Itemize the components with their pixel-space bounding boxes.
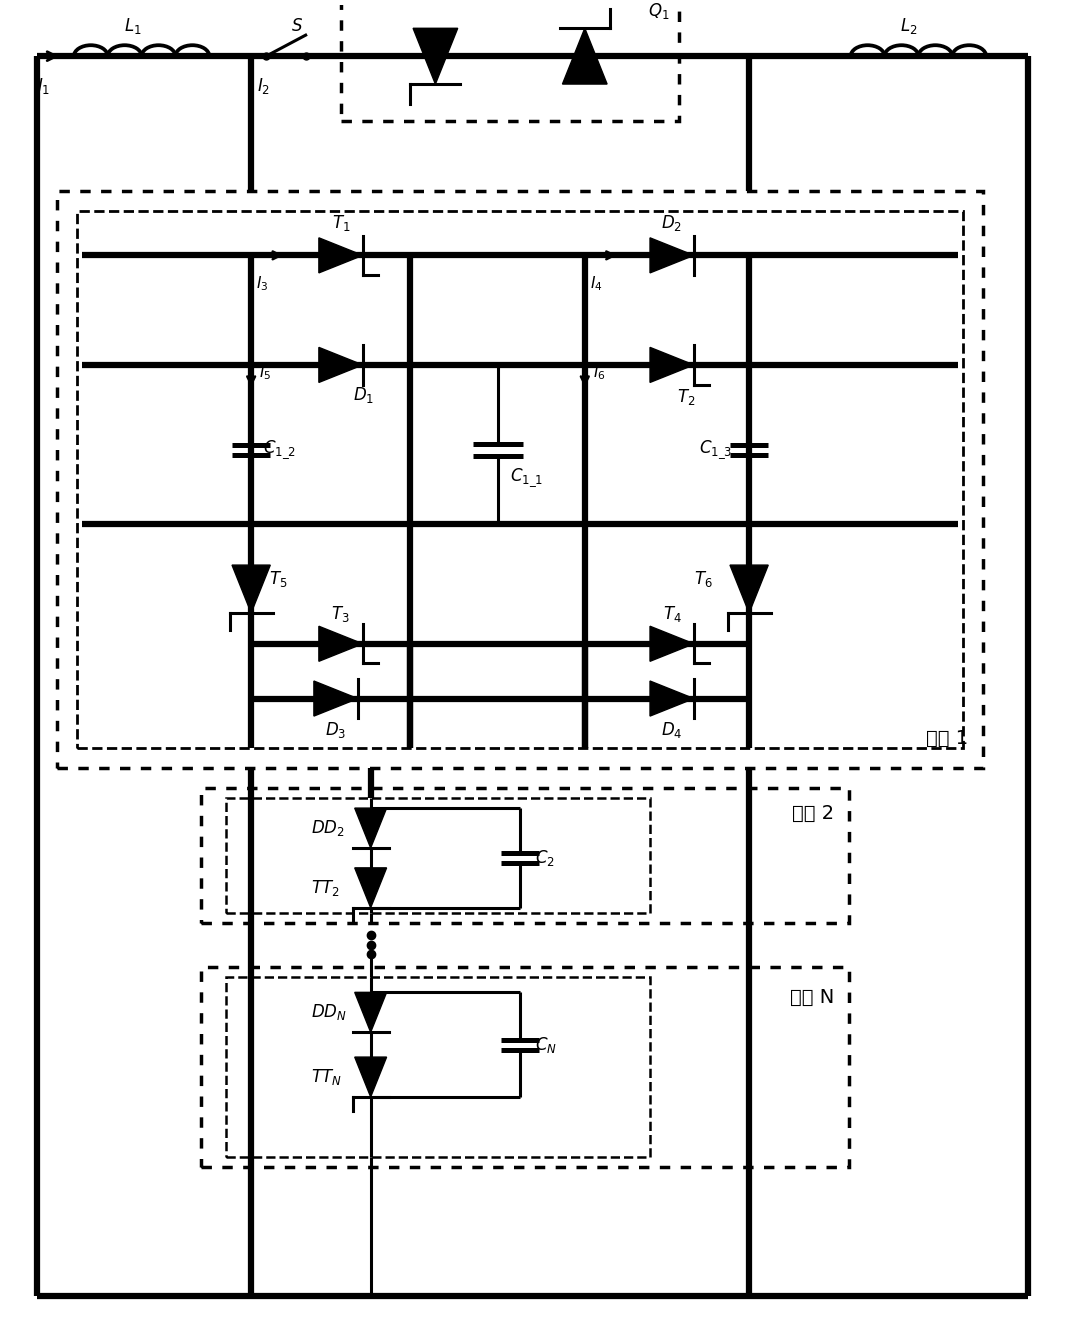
Text: $Q_1$: $Q_1$ <box>648 1 670 21</box>
Text: $I_6$: $I_6$ <box>593 363 605 382</box>
Text: $TT_2$: $TT_2$ <box>311 877 340 898</box>
Text: $T_2$: $T_2$ <box>677 387 695 407</box>
Bar <box>201 789 849 922</box>
Polygon shape <box>650 626 693 662</box>
Polygon shape <box>232 565 271 613</box>
Polygon shape <box>314 682 358 716</box>
Polygon shape <box>562 28 607 85</box>
Text: $L_1$: $L_1$ <box>124 16 142 36</box>
Bar <box>56 190 983 769</box>
Text: 模块 2: 模块 2 <box>791 803 834 823</box>
Polygon shape <box>318 238 363 273</box>
Text: $T_5$: $T_5$ <box>269 569 288 589</box>
Text: $T_6$: $T_6$ <box>694 569 714 589</box>
Text: $C_2$: $C_2$ <box>535 848 555 868</box>
Text: $D_2$: $D_2$ <box>661 214 683 234</box>
Text: $T_1$: $T_1$ <box>331 214 350 234</box>
Polygon shape <box>650 238 693 273</box>
Text: $TT_N$: $TT_N$ <box>311 1067 342 1087</box>
Text: $I_2$: $I_2$ <box>257 77 271 96</box>
Polygon shape <box>318 626 363 662</box>
Text: $C_{1\_2}$: $C_{1\_2}$ <box>263 439 296 461</box>
Polygon shape <box>355 868 387 908</box>
Bar <box>201 967 849 1166</box>
Text: $T_3$: $T_3$ <box>331 604 350 624</box>
Polygon shape <box>730 565 768 613</box>
Bar <box>226 798 650 913</box>
Polygon shape <box>650 682 693 716</box>
Bar <box>226 978 650 1157</box>
Text: $S$: $S$ <box>291 17 304 36</box>
Text: $D_1$: $D_1$ <box>353 384 374 404</box>
Bar <box>77 210 963 748</box>
Text: $DD_2$: $DD_2$ <box>311 818 345 838</box>
Text: 模块 1: 模块 1 <box>927 729 968 748</box>
Text: $I_4$: $I_4$ <box>590 273 603 292</box>
Text: $C_{1\_1}$: $C_{1\_1}$ <box>509 466 543 489</box>
Text: $I_3$: $I_3$ <box>256 273 268 292</box>
Polygon shape <box>355 1057 387 1096</box>
Text: $D_3$: $D_3$ <box>325 720 346 740</box>
Text: $DD_N$: $DD_N$ <box>311 1003 347 1022</box>
Text: $I_1$: $I_1$ <box>37 77 50 96</box>
Text: $T_4$: $T_4$ <box>662 604 682 624</box>
Bar <box>341 0 679 122</box>
Text: 模块 N: 模块 N <box>789 988 834 1007</box>
Polygon shape <box>318 347 363 383</box>
Polygon shape <box>355 808 387 848</box>
Text: $C_N$: $C_N$ <box>535 1034 557 1054</box>
Polygon shape <box>413 28 458 85</box>
Polygon shape <box>355 992 387 1032</box>
Text: $D_4$: $D_4$ <box>661 720 683 740</box>
Text: $L_2$: $L_2$ <box>901 16 918 36</box>
Text: $I_5$: $I_5$ <box>259 363 272 382</box>
Polygon shape <box>650 347 693 383</box>
Text: $C_{1\_3}$: $C_{1\_3}$ <box>700 439 733 461</box>
